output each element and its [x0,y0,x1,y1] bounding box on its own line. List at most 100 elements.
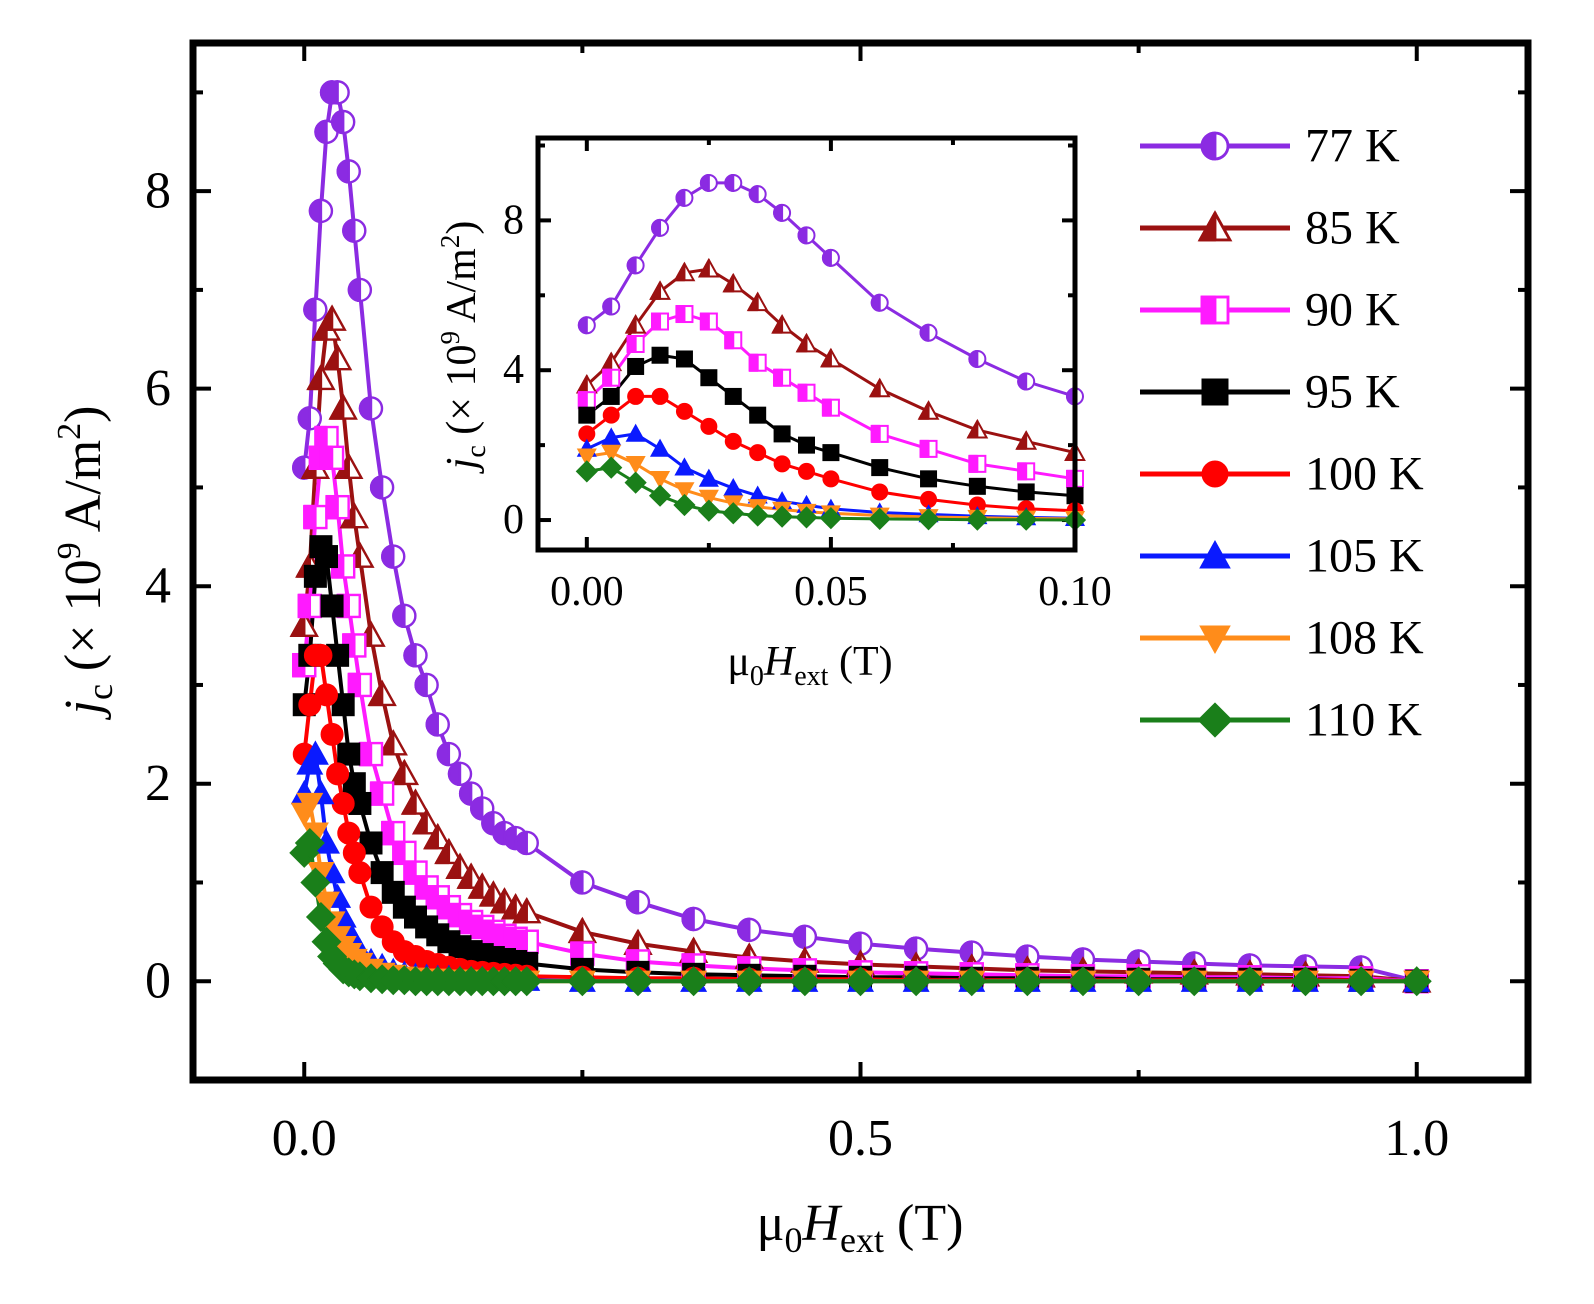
marker [367,679,397,707]
marker [746,291,769,312]
marker [770,505,794,528]
marker-half [390,759,406,786]
marker-half [290,611,306,638]
label-part: H [801,1195,842,1252]
marker [1290,966,1321,997]
marker-half [447,761,462,787]
marker-half [435,838,451,865]
marker [359,895,383,919]
marker-half [446,853,462,879]
marker-half [457,863,473,889]
marker [297,406,323,431]
marker-shape [320,594,344,618]
marker-shape [600,456,623,479]
marker-half [514,929,528,954]
legend-label: 105 K [1305,530,1424,583]
marker [576,448,597,467]
marker-half [1200,131,1217,161]
marker-half [747,292,759,312]
marker [798,436,815,454]
marker-shape [1017,483,1035,501]
marker-shape [305,902,336,933]
marker-half [723,273,735,293]
marker-half [625,315,637,334]
marker-half [626,256,637,275]
marker-half [342,218,356,243]
marker-half [358,396,373,421]
marker-half [368,680,384,707]
marker-shape [622,966,654,997]
marker [378,729,408,756]
label-part: ) [439,221,485,235]
label-part: 0 [750,661,764,692]
marker [423,822,453,850]
marker [575,460,598,483]
marker [305,902,336,933]
marker-shape [966,508,989,531]
marker [403,643,428,668]
marker [602,387,620,405]
marker-shape [822,444,840,462]
marker-shape [578,406,596,424]
marker [328,393,358,420]
y-tick-label: 6 [145,360,171,417]
marker [627,357,645,375]
marker-half [675,188,686,207]
label-part: (T) [828,639,892,685]
marker-shape [773,425,791,443]
marker [1067,966,1099,997]
marker-half [501,894,517,920]
label-part: H [763,639,797,685]
series-line [585,267,1076,455]
marker [822,444,840,462]
marker [297,593,323,619]
marker [675,350,693,368]
series-line [586,432,1076,520]
marker [326,762,350,786]
label-part: c [80,684,120,700]
marker [625,423,646,442]
x-axis-label: μ0Hext (T) [757,1195,964,1260]
marker-half [1017,372,1028,391]
marker [959,940,984,965]
marker [381,544,406,569]
label-part: (T) [884,1195,963,1252]
marker [317,304,347,331]
marker [917,508,940,531]
marker-half [724,331,735,350]
marker [414,672,439,698]
marker-shape [649,438,671,457]
marker-half [297,593,312,619]
marker-half [325,80,339,105]
marker-half [414,672,428,698]
marker-half [447,902,462,928]
marker-half [649,281,662,300]
marker-shape [1012,966,1043,997]
marker [1201,460,1229,488]
marker [917,400,940,420]
marker [330,109,356,135]
marker [746,504,769,527]
marker [626,256,645,275]
series-line [585,394,1076,513]
marker [871,459,889,477]
marker [577,316,596,335]
marker [1197,210,1233,242]
marker-half [503,926,517,951]
marker [347,672,373,698]
marker-half [748,353,759,372]
marker-half [848,931,862,956]
marker [699,173,718,192]
y-tick-label: 0 [145,953,171,1010]
marker [722,502,745,525]
marker-half [436,894,451,920]
marker [567,966,598,997]
marker-half [602,297,613,316]
marker [956,966,987,997]
label-part: A/m [439,248,485,331]
label-part: ) [55,406,112,423]
marker [447,761,473,787]
marker-shape [1197,702,1233,738]
marker-shape [649,470,671,490]
